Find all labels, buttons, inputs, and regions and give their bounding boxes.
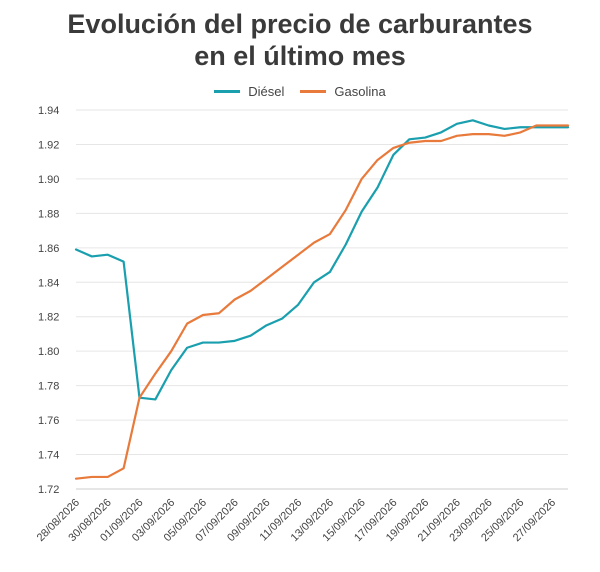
legend-swatch-diesel [214, 90, 241, 93]
legend-swatch-gasolina [300, 90, 327, 93]
legend-item-diesel: Diésel [214, 84, 284, 99]
chart-title: Evolución del precio de carburantes en e… [0, 8, 600, 72]
y-tick-label: 1.74 [38, 450, 59, 462]
y-tick-label: 1.86 [38, 243, 59, 255]
legend-label-diesel: Diésel [248, 84, 285, 99]
y-tick-label: 1.80 [38, 346, 59, 358]
y-tick-label: 1.72 [38, 484, 59, 496]
chart-title-line-2: en el último mes [194, 41, 406, 71]
series-line-diesel [74, 119, 570, 401]
y-tick-label: 1.88 [38, 208, 59, 220]
legend-item-gasolina: Gasolina [300, 84, 386, 99]
y-tick-label: 1.92 [38, 139, 59, 151]
chart-legend: Diésel Gasolina [0, 84, 600, 99]
legend-label-gasolina: Gasolina [334, 84, 386, 99]
y-tick-label: 1.82 [38, 312, 59, 324]
y-tick-label: 1.94 [38, 105, 59, 117]
y-tick-label: 1.76 [38, 415, 59, 427]
y-tick-label: 1.78 [38, 381, 59, 393]
series-line-gasolina [74, 124, 570, 480]
y-tick-label: 1.90 [38, 174, 59, 186]
chart-title-line-1: Evolución del precio de carburantes [67, 9, 533, 39]
y-tick-label: 1.84 [38, 277, 59, 289]
